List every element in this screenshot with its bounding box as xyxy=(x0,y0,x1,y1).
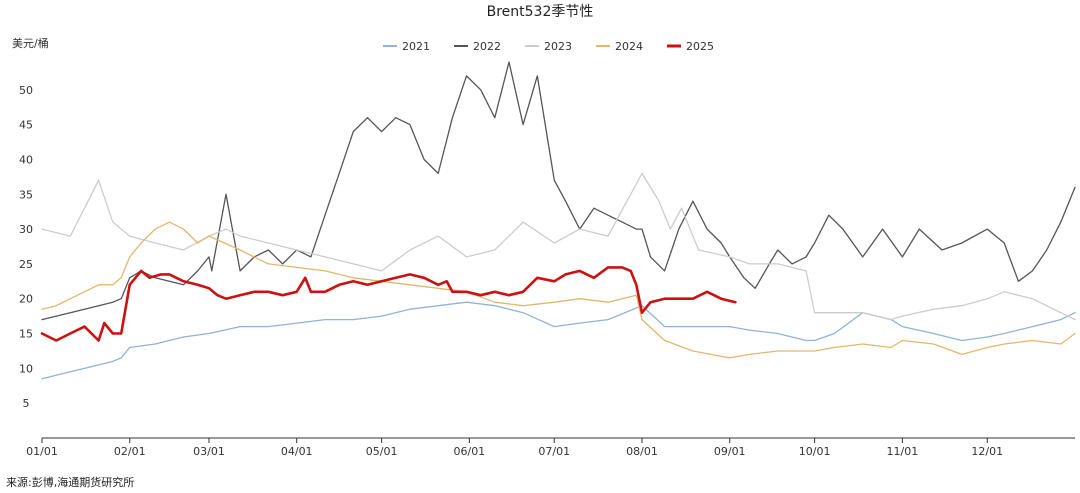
y-tick-label: 40 xyxy=(19,153,33,166)
series-line-2023 xyxy=(41,172,1076,321)
x-axis: 01/01 02/01 03/01 04/01 05/01 06/01 07/01 08/01… xyxy=(26,437,1075,458)
x-tick-label: 08/01 xyxy=(626,445,658,458)
y-tick-label: 30 xyxy=(19,223,33,236)
y-axis: 5 10 15 20 25 30 35 40 45 50 xyxy=(19,84,33,410)
legend-label-2024: 2024 xyxy=(615,40,643,53)
x-tick-label: 02/01 xyxy=(114,445,146,458)
legend-label-2023: 2023 xyxy=(544,40,572,53)
series-line-2021 xyxy=(41,301,1076,380)
y-tick-label: 50 xyxy=(19,84,33,97)
y-tick-label: 35 xyxy=(19,188,33,201)
series-line-2022 xyxy=(41,61,1076,321)
x-tick-label: 04/01 xyxy=(281,445,313,458)
legend-label-2025: 2025 xyxy=(686,40,714,53)
x-tick-label: 07/01 xyxy=(538,445,570,458)
x-tick-label: 09/01 xyxy=(714,445,746,458)
x-tick-label: 10/01 xyxy=(799,445,831,458)
y-tick-label: 10 xyxy=(19,362,33,375)
chart-title: Brent532季节性 xyxy=(487,4,594,20)
legend-label-2022: 2022 xyxy=(473,40,501,53)
x-tick-label: 05/01 xyxy=(366,445,398,458)
series-line-2025 xyxy=(40,266,737,342)
series-line-2024 xyxy=(41,221,1076,359)
series-lines xyxy=(40,61,1076,380)
x-tick-label: 12/01 xyxy=(971,445,1003,458)
x-tick-label: 06/01 xyxy=(453,445,485,458)
x-tick-label: 11/01 xyxy=(887,445,919,458)
y-axis-unit-label: 美元/桶 xyxy=(12,36,49,50)
y-tick-label: 25 xyxy=(19,258,33,271)
source-note: 来源:彭博,海通期货研究所 xyxy=(6,476,135,489)
y-tick-label: 45 xyxy=(19,119,33,132)
x-tick-label: 01/01 xyxy=(26,445,58,458)
x-tick-label: 03/01 xyxy=(193,445,225,458)
legend: 2021 2022 2023 2024 2025 xyxy=(383,40,714,53)
y-tick-label: 20 xyxy=(19,293,33,306)
y-tick-label: 15 xyxy=(19,328,33,341)
legend-label-2021: 2021 xyxy=(402,40,430,53)
y-tick-label: 5 xyxy=(23,397,30,410)
